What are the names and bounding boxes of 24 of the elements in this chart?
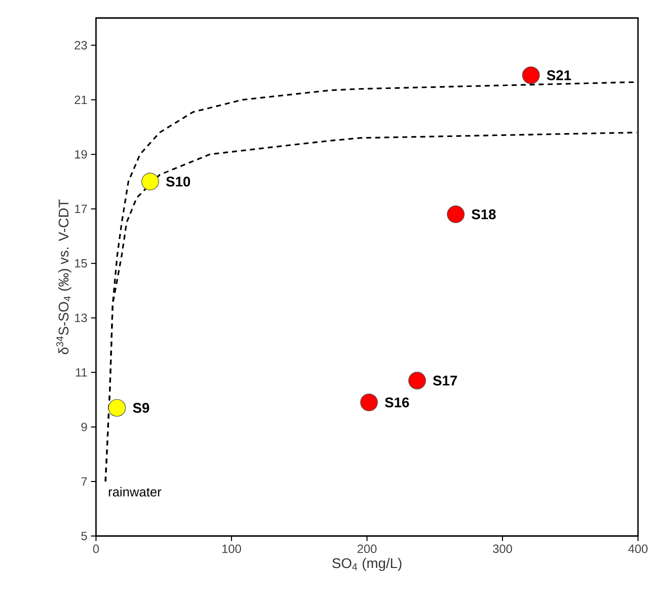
y-tick-label: 7 xyxy=(81,477,87,486)
x-tick-label: 400 xyxy=(628,544,648,554)
y-tick-label: 19 xyxy=(75,150,87,159)
y-tick-label: 11 xyxy=(76,368,87,377)
annotation: S16 xyxy=(384,397,409,408)
x-tick-label: 0 xyxy=(93,544,99,554)
annotation: S17 xyxy=(433,376,457,386)
y-tick-label: 23 xyxy=(74,41,87,50)
y-tick-label: 15 xyxy=(75,259,87,268)
y-tick-label: 13 xyxy=(75,314,87,322)
y-tick-label: 5 xyxy=(81,532,87,540)
annotation: S10 xyxy=(166,176,190,187)
annotation: S9 xyxy=(132,402,150,413)
y-tick-label: 21 xyxy=(74,96,87,104)
annotation: rainwater xyxy=(108,486,162,497)
x-tick-label: 100 xyxy=(222,544,242,554)
annotation: S21 xyxy=(546,70,571,80)
annotation: S18 xyxy=(472,209,496,220)
x-tick-label: 200 xyxy=(358,544,377,554)
x-tick-label: 300 xyxy=(492,544,512,554)
y-axis-title: δ$^{34}$S-SO$_{4}$ (‰) vs. V-CDT xyxy=(56,200,72,354)
y-tick-label: 17 xyxy=(75,204,87,213)
y-tick-label: 9 xyxy=(81,422,87,432)
x-axis-title: SO$_{4}$ (mg/L) xyxy=(332,558,402,571)
